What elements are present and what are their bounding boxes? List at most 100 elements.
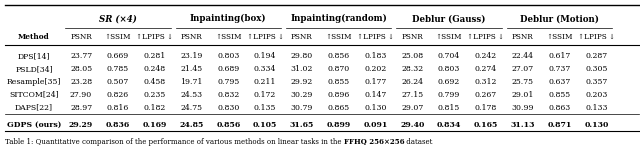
Text: 0.870: 0.870 — [328, 65, 350, 73]
Text: 0.830: 0.830 — [217, 104, 239, 112]
Text: 0.856: 0.856 — [328, 52, 350, 60]
Text: 0.856: 0.856 — [216, 121, 241, 129]
Text: 21.45: 21.45 — [180, 65, 203, 73]
Text: Inpainting(box): Inpainting(box) — [190, 14, 267, 23]
Text: Resample[35]: Resample[35] — [7, 78, 61, 86]
Text: 0.617: 0.617 — [548, 52, 571, 60]
Text: PSNR: PSNR — [180, 32, 202, 41]
Text: 0.832: 0.832 — [217, 91, 239, 99]
Text: ↑LPIPS ↓: ↑LPIPS ↓ — [467, 32, 504, 41]
Text: 0.147: 0.147 — [364, 91, 387, 99]
Text: PSNR: PSNR — [401, 32, 423, 41]
Text: 29.40: 29.40 — [400, 121, 424, 129]
Text: 0.871: 0.871 — [547, 121, 572, 129]
Text: 0.248: 0.248 — [143, 65, 166, 73]
Text: 0.689: 0.689 — [217, 65, 239, 73]
Text: PSNR: PSNR — [512, 32, 534, 41]
Text: 0.357: 0.357 — [585, 78, 607, 86]
Text: Deblur (Gauss): Deblur (Gauss) — [412, 14, 486, 23]
Text: 0.235: 0.235 — [143, 91, 166, 99]
Text: 0.692: 0.692 — [438, 78, 460, 86]
Text: 30.99: 30.99 — [511, 104, 534, 112]
Text: 0.211: 0.211 — [254, 78, 276, 86]
Text: 26.24: 26.24 — [401, 78, 423, 86]
Text: 0.896: 0.896 — [328, 91, 350, 99]
Text: 0.274: 0.274 — [475, 65, 497, 73]
Text: 0.135: 0.135 — [254, 104, 276, 112]
Text: 0.795: 0.795 — [217, 78, 239, 86]
Text: ↑LPIPS ↓: ↑LPIPS ↓ — [578, 32, 615, 41]
Text: 23.28: 23.28 — [70, 78, 92, 86]
Text: PSNR: PSNR — [70, 32, 92, 41]
Text: 31.13: 31.13 — [511, 121, 535, 129]
Text: 0.637: 0.637 — [548, 78, 571, 86]
Text: 0.130: 0.130 — [584, 121, 609, 129]
Text: 25.75: 25.75 — [512, 78, 534, 86]
Text: ↑SSIM: ↑SSIM — [105, 32, 131, 41]
Text: 0.312: 0.312 — [475, 78, 497, 86]
Text: 0.130: 0.130 — [364, 104, 387, 112]
Text: 30.29: 30.29 — [291, 91, 313, 99]
Text: SR (×4): SR (×4) — [99, 14, 137, 23]
Text: 29.80: 29.80 — [291, 52, 313, 60]
Text: 0.855: 0.855 — [328, 78, 350, 86]
Text: ↑LPIPS ↓: ↑LPIPS ↓ — [136, 32, 173, 41]
Text: 19.71: 19.71 — [180, 78, 203, 86]
Text: 0.899: 0.899 — [326, 121, 351, 129]
Text: ↑SSIM: ↑SSIM — [547, 32, 573, 41]
Text: 0.799: 0.799 — [438, 91, 460, 99]
Text: 29.01: 29.01 — [511, 91, 534, 99]
Text: GDPS (ours): GDPS (ours) — [7, 121, 61, 129]
Text: PSNR: PSNR — [291, 32, 313, 41]
Text: Method: Method — [18, 32, 50, 41]
Text: 0.816: 0.816 — [107, 104, 129, 112]
Text: 0.836: 0.836 — [106, 121, 130, 129]
Text: 0.815: 0.815 — [438, 104, 460, 112]
Text: ↑SSIM: ↑SSIM — [215, 32, 241, 41]
Text: 22.44: 22.44 — [512, 52, 534, 60]
Text: 29.92: 29.92 — [291, 78, 313, 86]
Text: 0.183: 0.183 — [364, 52, 387, 60]
Text: Inpainting(random): Inpainting(random) — [291, 14, 387, 23]
Text: 0.785: 0.785 — [107, 65, 129, 73]
Text: 0.863: 0.863 — [548, 104, 571, 112]
Text: 0.194: 0.194 — [254, 52, 276, 60]
Text: PSLD[34]: PSLD[34] — [15, 65, 52, 73]
Text: 0.169: 0.169 — [143, 121, 167, 129]
Text: 28.32: 28.32 — [401, 65, 424, 73]
Text: DAPS[22]: DAPS[22] — [15, 104, 53, 112]
Text: 0.737: 0.737 — [548, 65, 571, 73]
Text: 0.855: 0.855 — [548, 91, 571, 99]
Text: 27.15: 27.15 — [401, 91, 424, 99]
Text: ↑LPIPS ↓: ↑LPIPS ↓ — [357, 32, 394, 41]
Text: 0.172: 0.172 — [254, 91, 276, 99]
Text: 30.79: 30.79 — [291, 104, 313, 112]
Text: 0.507: 0.507 — [107, 78, 129, 86]
Text: 0.865: 0.865 — [328, 104, 350, 112]
Text: 0.202: 0.202 — [364, 65, 387, 73]
Text: 0.834: 0.834 — [437, 121, 461, 129]
Text: 0.267: 0.267 — [475, 91, 497, 99]
Text: 23.77: 23.77 — [70, 52, 92, 60]
Text: 0.826: 0.826 — [107, 91, 129, 99]
Text: ↑SSIM: ↑SSIM — [326, 32, 352, 41]
Text: 31.65: 31.65 — [290, 121, 314, 129]
Text: 0.165: 0.165 — [474, 121, 498, 129]
Text: 27.07: 27.07 — [511, 65, 534, 73]
Text: 0.281: 0.281 — [143, 52, 166, 60]
Text: ↑LPIPS ↓: ↑LPIPS ↓ — [246, 32, 284, 41]
Text: 0.177: 0.177 — [364, 78, 387, 86]
Text: 0.178: 0.178 — [475, 104, 497, 112]
Text: 25.08: 25.08 — [401, 52, 424, 60]
Text: 24.53: 24.53 — [180, 91, 203, 99]
Text: 0.091: 0.091 — [364, 121, 388, 129]
Text: Table 1: Quantitative comparison of the performance of various methods on linear: Table 1: Quantitative comparison of the … — [5, 138, 344, 146]
Text: 0.334: 0.334 — [254, 65, 276, 73]
Text: 0.105: 0.105 — [253, 121, 277, 129]
Text: 23.19: 23.19 — [180, 52, 203, 60]
Text: 0.803: 0.803 — [217, 52, 239, 60]
Text: dataset: dataset — [404, 138, 433, 146]
Text: 28.05: 28.05 — [70, 65, 92, 73]
Text: DPS[14]: DPS[14] — [18, 52, 50, 60]
Text: 24.75: 24.75 — [180, 104, 202, 112]
